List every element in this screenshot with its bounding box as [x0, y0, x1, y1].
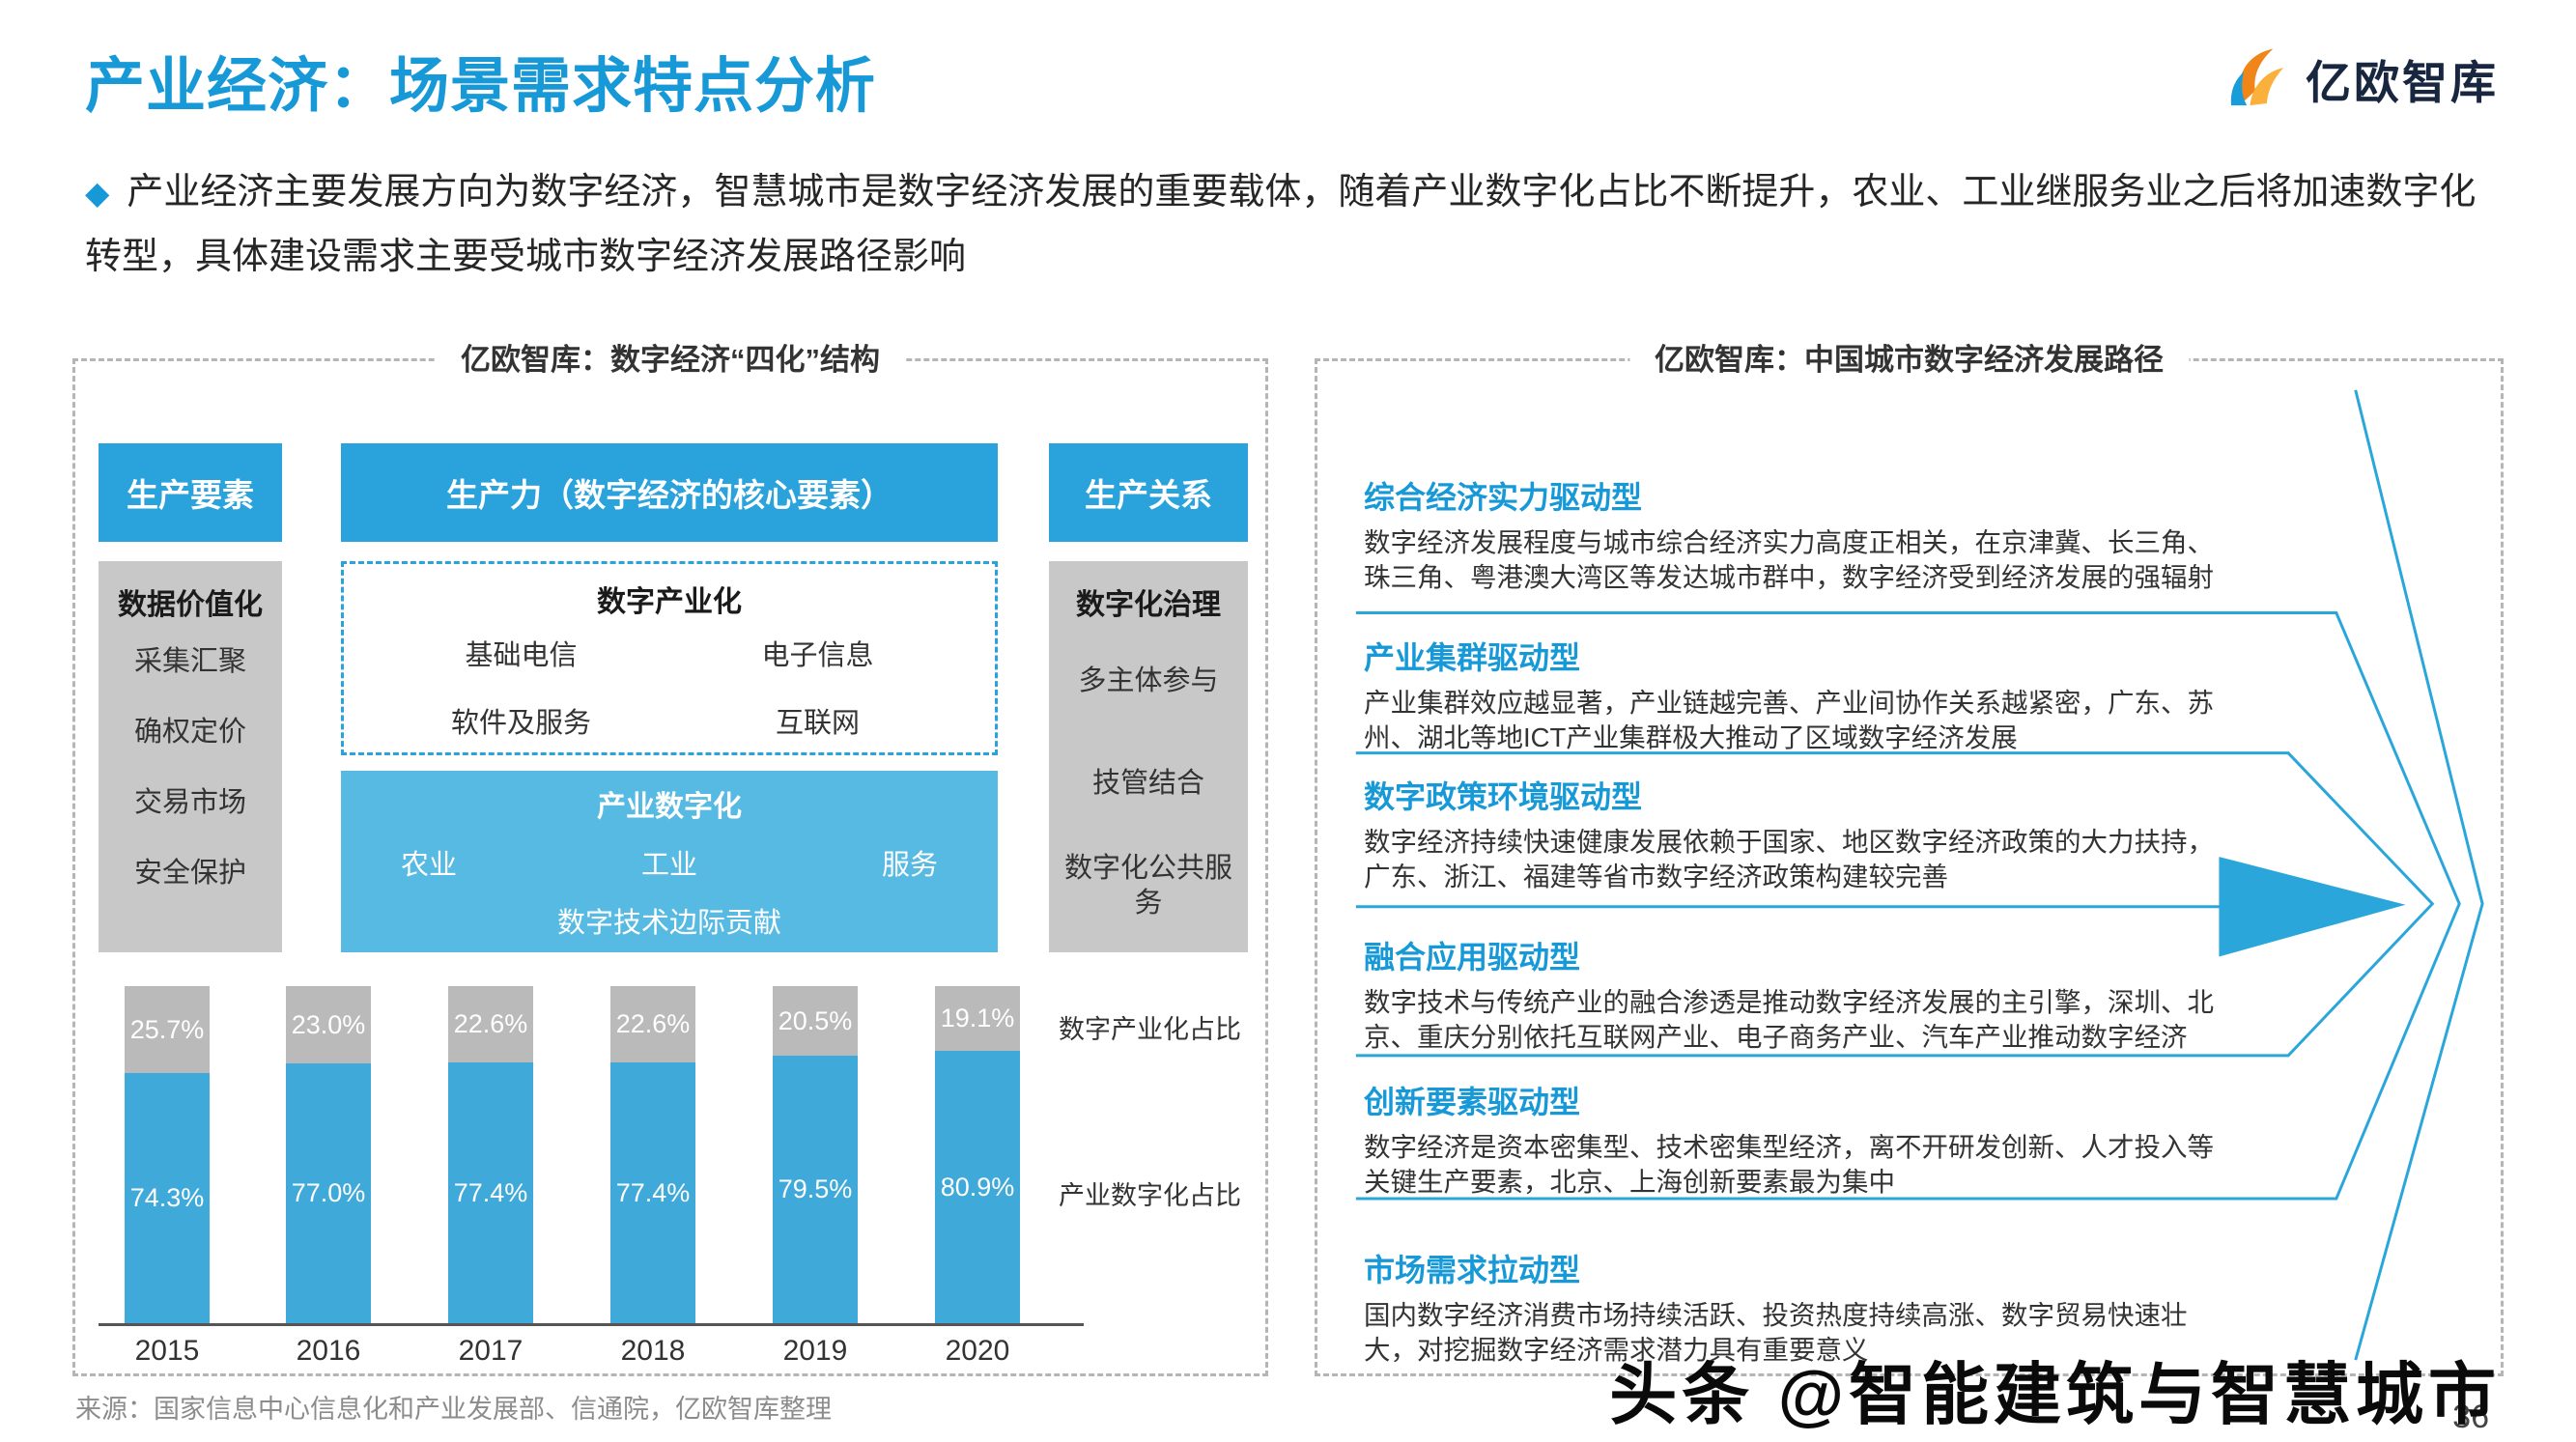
eo-intelligence-logo: 亿欧智库: [2219, 41, 2499, 116]
bar-segment-industry-digitalization: 74.3%: [125, 1073, 210, 1323]
digital-industrialization-title: 数字产业化: [597, 586, 742, 618]
left-panel-title: 亿欧智库：数字经济“四化”结构: [436, 338, 905, 382]
path-section-heading: 综合经济实力驱动型: [1364, 480, 1643, 515]
digital-industrialization-item: 互联网: [775, 708, 860, 739]
bar-segment-digital-industrialization: 22.6%: [610, 986, 695, 1062]
bar-segment-industry-digitalization: 77.4%: [448, 1062, 533, 1323]
x-axis-year: 2016: [296, 1335, 361, 1367]
bar-segment-digital-industrialization: 20.5%: [773, 986, 858, 1056]
digital-industrialization-item: 电子信息: [761, 640, 874, 671]
digital-governance-item: 多主体参与: [1078, 664, 1219, 696]
bar-value-label: 77.4%: [453, 1177, 528, 1207]
data-valuation-item: 确权定价: [133, 716, 246, 748]
marginal-contribution-label: 数字技术边际贡献: [556, 908, 781, 939]
x-axis-line: [99, 1323, 1084, 1326]
industry-digitalization-item: 工业: [640, 850, 697, 881]
bar-segment-digital-industrialization: 22.6%: [448, 986, 533, 1062]
eo-logo-icon: [2230, 48, 2284, 106]
watermark: 头条 @智能建筑与智慧城市: [1609, 1357, 2501, 1432]
bar-value-label: 19.1%: [940, 1004, 1015, 1032]
digital-economy-structure-panel: 亿欧智库：数字经济“四化”结构 生产要素 生产力（数字经济的核心要素） 生产关系…: [72, 338, 1268, 1376]
industry-digitalization-item: 服务: [881, 850, 938, 881]
bar-segment-industry-digitalization: 77.0%: [286, 1063, 371, 1323]
bar-value-label: 80.9%: [940, 1172, 1015, 1202]
page-number: 36: [2452, 1399, 2489, 1435]
bar-value-label: 22.6%: [615, 1009, 691, 1038]
path-section-body: 数字经济持续快速健康发展依赖于国家、地区数字经济政策的大力扶持，广东、浙江、福建…: [1364, 827, 2214, 892]
bar-value-label: 79.5%: [778, 1174, 853, 1203]
right-panel-title: 亿欧智库：中国城市数字经济发展路径: [1629, 338, 2189, 382]
diamond-bullet-icon: ◆: [85, 175, 110, 211]
path-section-body: 国内数字经济消费市场持续活跃、投资热度持续高涨、数字贸易快速壮大，对挖掘数字经济…: [1364, 1300, 2188, 1366]
path-section-body: 产业集群效应越显著，产业链越完善、产业间协作关系越紧密，广东、苏州、湖北等地IC…: [1364, 688, 2214, 753]
digital-governance-title: 数字化治理: [1076, 589, 1221, 621]
bar-segment-industry-digitalization: 79.5%: [773, 1056, 858, 1323]
data-valuation-title: 数据价值化: [118, 589, 263, 621]
data-valuation-box: 数据价值化 采集汇聚确权定价交易市场安全保护: [99, 561, 282, 952]
x-axis-year: 2017: [458, 1335, 524, 1367]
digital-industrialization-item: 软件及服务: [450, 708, 591, 739]
intro-paragraph: ◆ 产业经济主要发展方向为数字经济，智慧城市是数字经济发展的重要载体，随着产业数字…: [85, 160, 2502, 290]
bar-value-label: 20.5%: [778, 1005, 853, 1035]
bar-value-label: 23.0%: [291, 1009, 366, 1039]
x-axis-year: 2019: [782, 1335, 848, 1367]
industry-digitalization-item: 农业: [401, 850, 458, 881]
digital-industrialization-items: 基础电信 电子信息软件及服务 互联网: [373, 626, 966, 748]
logo-text: 亿欧智库: [2306, 56, 2499, 108]
page-title: 产业经济：场景需求特点分析: [85, 53, 877, 120]
path-section-body: 数字经济发展程度与城市综合经济实力高度正相关，在京津冀、长三角、珠三角、粤港澳大…: [1364, 527, 2214, 593]
digital-industrialization-item: 基础电信: [465, 640, 578, 671]
legend-digital-industrialization-share: 数字产业化占比: [1059, 1015, 1241, 1044]
production-factors-header: 生产要素: [99, 443, 282, 542]
industry-digitalization-title: 产业数字化: [597, 791, 742, 823]
path-section-heading: 融合应用驱动型: [1364, 940, 1581, 975]
data-valuation-items: 采集汇聚确权定价交易市场安全保护: [99, 623, 282, 905]
path-section-body: 数字技术与传统产业的融合渗透是推动数字经济发展的主引擎，深圳、北京、重庆分别依托…: [1364, 987, 2214, 1053]
path-section-heading: 创新要素驱动型: [1364, 1085, 1581, 1119]
bar-value-label: 25.7%: [129, 1014, 205, 1044]
productivity-header: 生产力（数字经济的核心要素）: [341, 443, 998, 542]
digital-governance-box: 数字化治理 多主体参与技管结合数字化公共服务: [1049, 561, 1248, 952]
legend-industry-digitalization-share: 产业数字化占比: [1059, 1181, 1241, 1210]
stacked-bar-chart: 25.7% 74.3% 2015 23.0% 77.0% 2016 22.6% 77.4% 20…: [75, 361, 1265, 1373]
bar-value-label: 22.6%: [453, 1009, 528, 1038]
source-note: 来源：国家信息中心信息化和产业发展部、信通院，亿欧智库整理: [75, 1395, 832, 1424]
industry-digitalization-box: 产业数字化 农业 工业 服务 数字技术边际贡献: [341, 771, 998, 952]
bar-segment-digital-industrialization: 25.7%: [125, 986, 210, 1073]
path-section-4: 融合应用驱动型数字技术与传统产业的融合渗透是推动数字经济发展的主引擎，深圳、北京…: [1364, 933, 2238, 1056]
path-section-2: 产业集群驱动型产业集群效应越显著，产业链越完善、产业间协作关系越紧密，广东、苏州…: [1364, 634, 2238, 756]
bar-value-label: 77.0%: [291, 1178, 366, 1207]
x-axis-year: 2015: [134, 1335, 200, 1367]
path-section-heading: 市场需求拉动型: [1364, 1253, 1581, 1287]
data-valuation-item: 安全保护: [133, 857, 246, 889]
development-path-panel: 亿欧智库：中国城市数字经济发展路径 综合经济实力驱动型数字经济发展程度与城市综合…: [1315, 338, 2504, 1376]
digital-industrialization-box: 数字产业化 基础电信 电子信息软件及服务 互联网: [341, 561, 998, 755]
path-section-3: 数字政策环境驱动型数字经济持续快速健康发展依赖于国家、地区数字经济政策的大力扶持…: [1364, 773, 2238, 895]
development-path-arrow: [1355, 389, 2484, 1361]
x-axis-year: 2018: [620, 1335, 686, 1367]
data-valuation-item: 交易市场: [133, 786, 246, 818]
production-relations-header: 生产关系: [1049, 443, 1248, 542]
digital-governance-item: 技管结合: [1091, 767, 1204, 799]
bar-segment-digital-industrialization: 23.0%: [286, 986, 371, 1063]
path-section-1: 综合经济实力驱动型数字经济发展程度与城市综合经济实力高度正相关，在京津冀、长三角…: [1364, 473, 2238, 596]
bar-value-label: 77.4%: [615, 1177, 691, 1207]
path-section-5: 创新要素驱动型数字经济是资本密集型、技术密集型经济，离不开研发创新、人才投入等关…: [1364, 1078, 2238, 1201]
digital-governance-item: 数字化公共服务: [1063, 852, 1232, 919]
data-valuation-item: 采集汇聚: [133, 645, 246, 677]
bar-value-label: 74.3%: [129, 1183, 205, 1212]
industry-digitalization-items: 农业 工业 服务: [401, 842, 938, 883]
path-section-6: 市场需求拉动型国内数字经济消费市场持续活跃、投资热度持续高涨、数字贸易快速壮大，…: [1364, 1246, 2238, 1369]
digital-governance-items: 多主体参与技管结合数字化公共服务: [1049, 635, 1248, 932]
intro-text: 产业经济主要发展方向为数字经济，智慧城市是数字经济发展的重要载体，随着产业数字化…: [85, 172, 2477, 277]
bar-segment-industry-digitalization: 77.4%: [610, 1062, 695, 1323]
x-axis-year: 2020: [945, 1335, 1010, 1367]
bar-segment-industry-digitalization: 80.9%: [935, 1051, 1020, 1323]
bar-segment-digital-industrialization: 19.1%: [935, 986, 1020, 1051]
path-section-heading: 产业集群驱动型: [1364, 640, 1581, 675]
path-section-body: 数字经济是资本密集型、技术密集型经济，离不开研发创新、人才投入等关键生产要素，北…: [1364, 1132, 2214, 1198]
path-section-heading: 数字政策环境驱动型: [1364, 779, 1643, 814]
